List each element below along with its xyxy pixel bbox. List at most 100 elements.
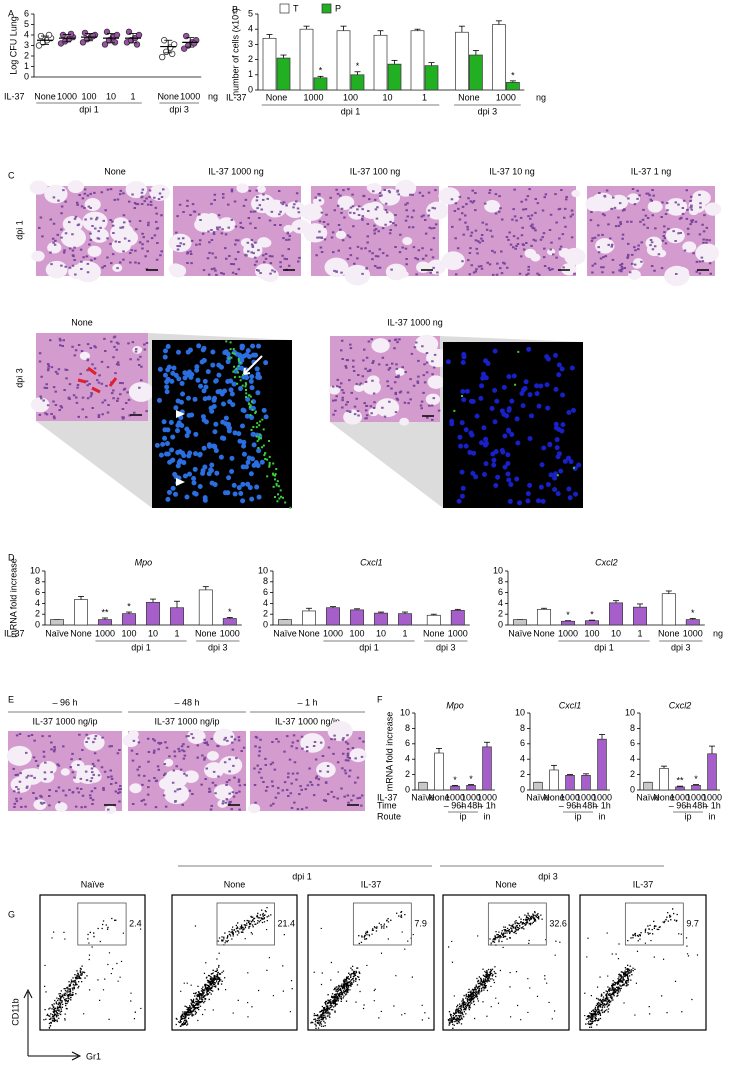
y-tick-label: 1 bbox=[248, 69, 253, 79]
y-tick-label: 2 bbox=[263, 609, 268, 619]
group-label: dpi 1 bbox=[359, 642, 379, 652]
unit-label: ng bbox=[536, 92, 546, 102]
x-tick-label: 1000 bbox=[448, 628, 468, 638]
route-label: in bbox=[708, 811, 715, 821]
significance-label: * bbox=[566, 610, 570, 620]
bar bbox=[424, 65, 439, 91]
y-tick-label: 6 bbox=[35, 587, 40, 597]
time-label: – 1h bbox=[703, 800, 721, 810]
panel-letter: C bbox=[8, 170, 15, 180]
x-tick-label: None bbox=[543, 792, 565, 802]
bar bbox=[374, 612, 388, 626]
x-tick-label: None bbox=[298, 628, 320, 638]
chart-title: Cxcl1 bbox=[559, 700, 582, 710]
bar bbox=[466, 785, 476, 791]
data-point bbox=[111, 39, 119, 46]
row-label: IL-37 bbox=[4, 628, 25, 638]
y-tick-label: 0 bbox=[248, 84, 253, 94]
group-label: dpi 3 bbox=[208, 642, 228, 652]
group-label: dpi 1 bbox=[131, 642, 151, 652]
bar bbox=[398, 613, 412, 626]
event-dots bbox=[175, 906, 293, 1027]
y-tick-label: 6 bbox=[405, 738, 410, 748]
y-tick-label: 6 bbox=[630, 738, 635, 748]
plot-frame bbox=[39, 894, 146, 1031]
y-tick-label: 1 bbox=[24, 61, 29, 71]
bar bbox=[74, 599, 88, 626]
y-tick-label: 3 bbox=[248, 39, 253, 49]
data-point bbox=[81, 29, 89, 37]
bar bbox=[482, 746, 492, 791]
x-tick-label: 1000 bbox=[477, 792, 497, 802]
bar bbox=[373, 34, 388, 91]
bar bbox=[450, 785, 460, 791]
x-tick-label: None bbox=[157, 91, 179, 101]
x-tick-label: 100 bbox=[584, 628, 599, 638]
x-tick-label: None bbox=[266, 92, 288, 102]
time-header: – 48 h bbox=[174, 697, 199, 707]
x-tick-label: None bbox=[533, 628, 555, 638]
bar bbox=[434, 752, 444, 791]
y-tick-label: 0 bbox=[263, 619, 268, 629]
column-label: IL-37 1000 ng bbox=[387, 317, 443, 327]
gate-percent: 32.6 bbox=[549, 918, 567, 928]
column-label: IL-37 1000 ng bbox=[208, 166, 264, 176]
y-tick-label: 2 bbox=[248, 54, 253, 64]
row-label: IL-37 bbox=[4, 91, 25, 101]
significance-label: * bbox=[469, 774, 473, 784]
bar bbox=[691, 785, 701, 791]
panel-letter: G bbox=[8, 909, 15, 919]
y-tick-label: 8 bbox=[520, 723, 525, 733]
x-tick-label: 1000 bbox=[686, 792, 706, 802]
gate bbox=[216, 902, 275, 946]
event-dots bbox=[447, 911, 561, 1029]
bar bbox=[450, 610, 465, 626]
chart-title: Cxcl1 bbox=[360, 557, 383, 567]
x-tick-label: Naïve bbox=[411, 792, 435, 802]
group-label: dpi 1 bbox=[594, 642, 614, 652]
significance-label: * bbox=[691, 608, 695, 618]
significance-label: * bbox=[356, 61, 360, 71]
panel-letter: E bbox=[8, 694, 14, 704]
gate-percent: 21.4 bbox=[278, 918, 296, 928]
red-arrows bbox=[77, 366, 118, 394]
y-tick-label: 4 bbox=[520, 754, 525, 764]
data-point bbox=[59, 31, 67, 39]
panel-letter: B bbox=[232, 4, 238, 14]
plot-title: None bbox=[224, 879, 246, 889]
axis-arrows bbox=[23, 988, 82, 1061]
alveolar-space bbox=[585, 190, 722, 287]
x-tick-label: 1000 bbox=[702, 792, 722, 802]
y-tick-label: 3 bbox=[24, 40, 29, 50]
time-label: – 1h bbox=[478, 800, 496, 810]
event-dots bbox=[43, 917, 142, 1029]
time-label: – 96h bbox=[559, 800, 582, 810]
route-label: ip bbox=[459, 811, 466, 821]
gate bbox=[624, 902, 684, 946]
y-tick-label: 6 bbox=[24, 8, 29, 18]
legend-label: P bbox=[335, 3, 341, 13]
y-tick-label: 2 bbox=[520, 769, 525, 779]
column-label: None bbox=[71, 317, 93, 327]
x-tick-label: 1000 bbox=[576, 792, 596, 802]
y-tick-label: 4 bbox=[35, 598, 40, 608]
bar bbox=[387, 63, 402, 91]
fluorescence-image bbox=[443, 342, 583, 508]
chart-title: Cxcl2 bbox=[669, 700, 692, 710]
bar bbox=[350, 609, 364, 626]
bar bbox=[469, 54, 483, 91]
column-label: None bbox=[104, 166, 126, 176]
bar bbox=[336, 30, 351, 91]
bar bbox=[302, 610, 316, 626]
group-label: dpi 3 bbox=[169, 104, 189, 114]
time-label: – 48h bbox=[460, 800, 483, 810]
bar bbox=[98, 619, 112, 626]
y-tick-label: 10 bbox=[258, 565, 268, 575]
x-tick-label: 1000 bbox=[57, 91, 77, 101]
significance-label: * bbox=[319, 66, 323, 76]
bar bbox=[565, 775, 575, 791]
x-tick-label: 10 bbox=[611, 628, 621, 638]
x-tick-label: 1000 bbox=[445, 792, 465, 802]
bar bbox=[707, 753, 717, 791]
